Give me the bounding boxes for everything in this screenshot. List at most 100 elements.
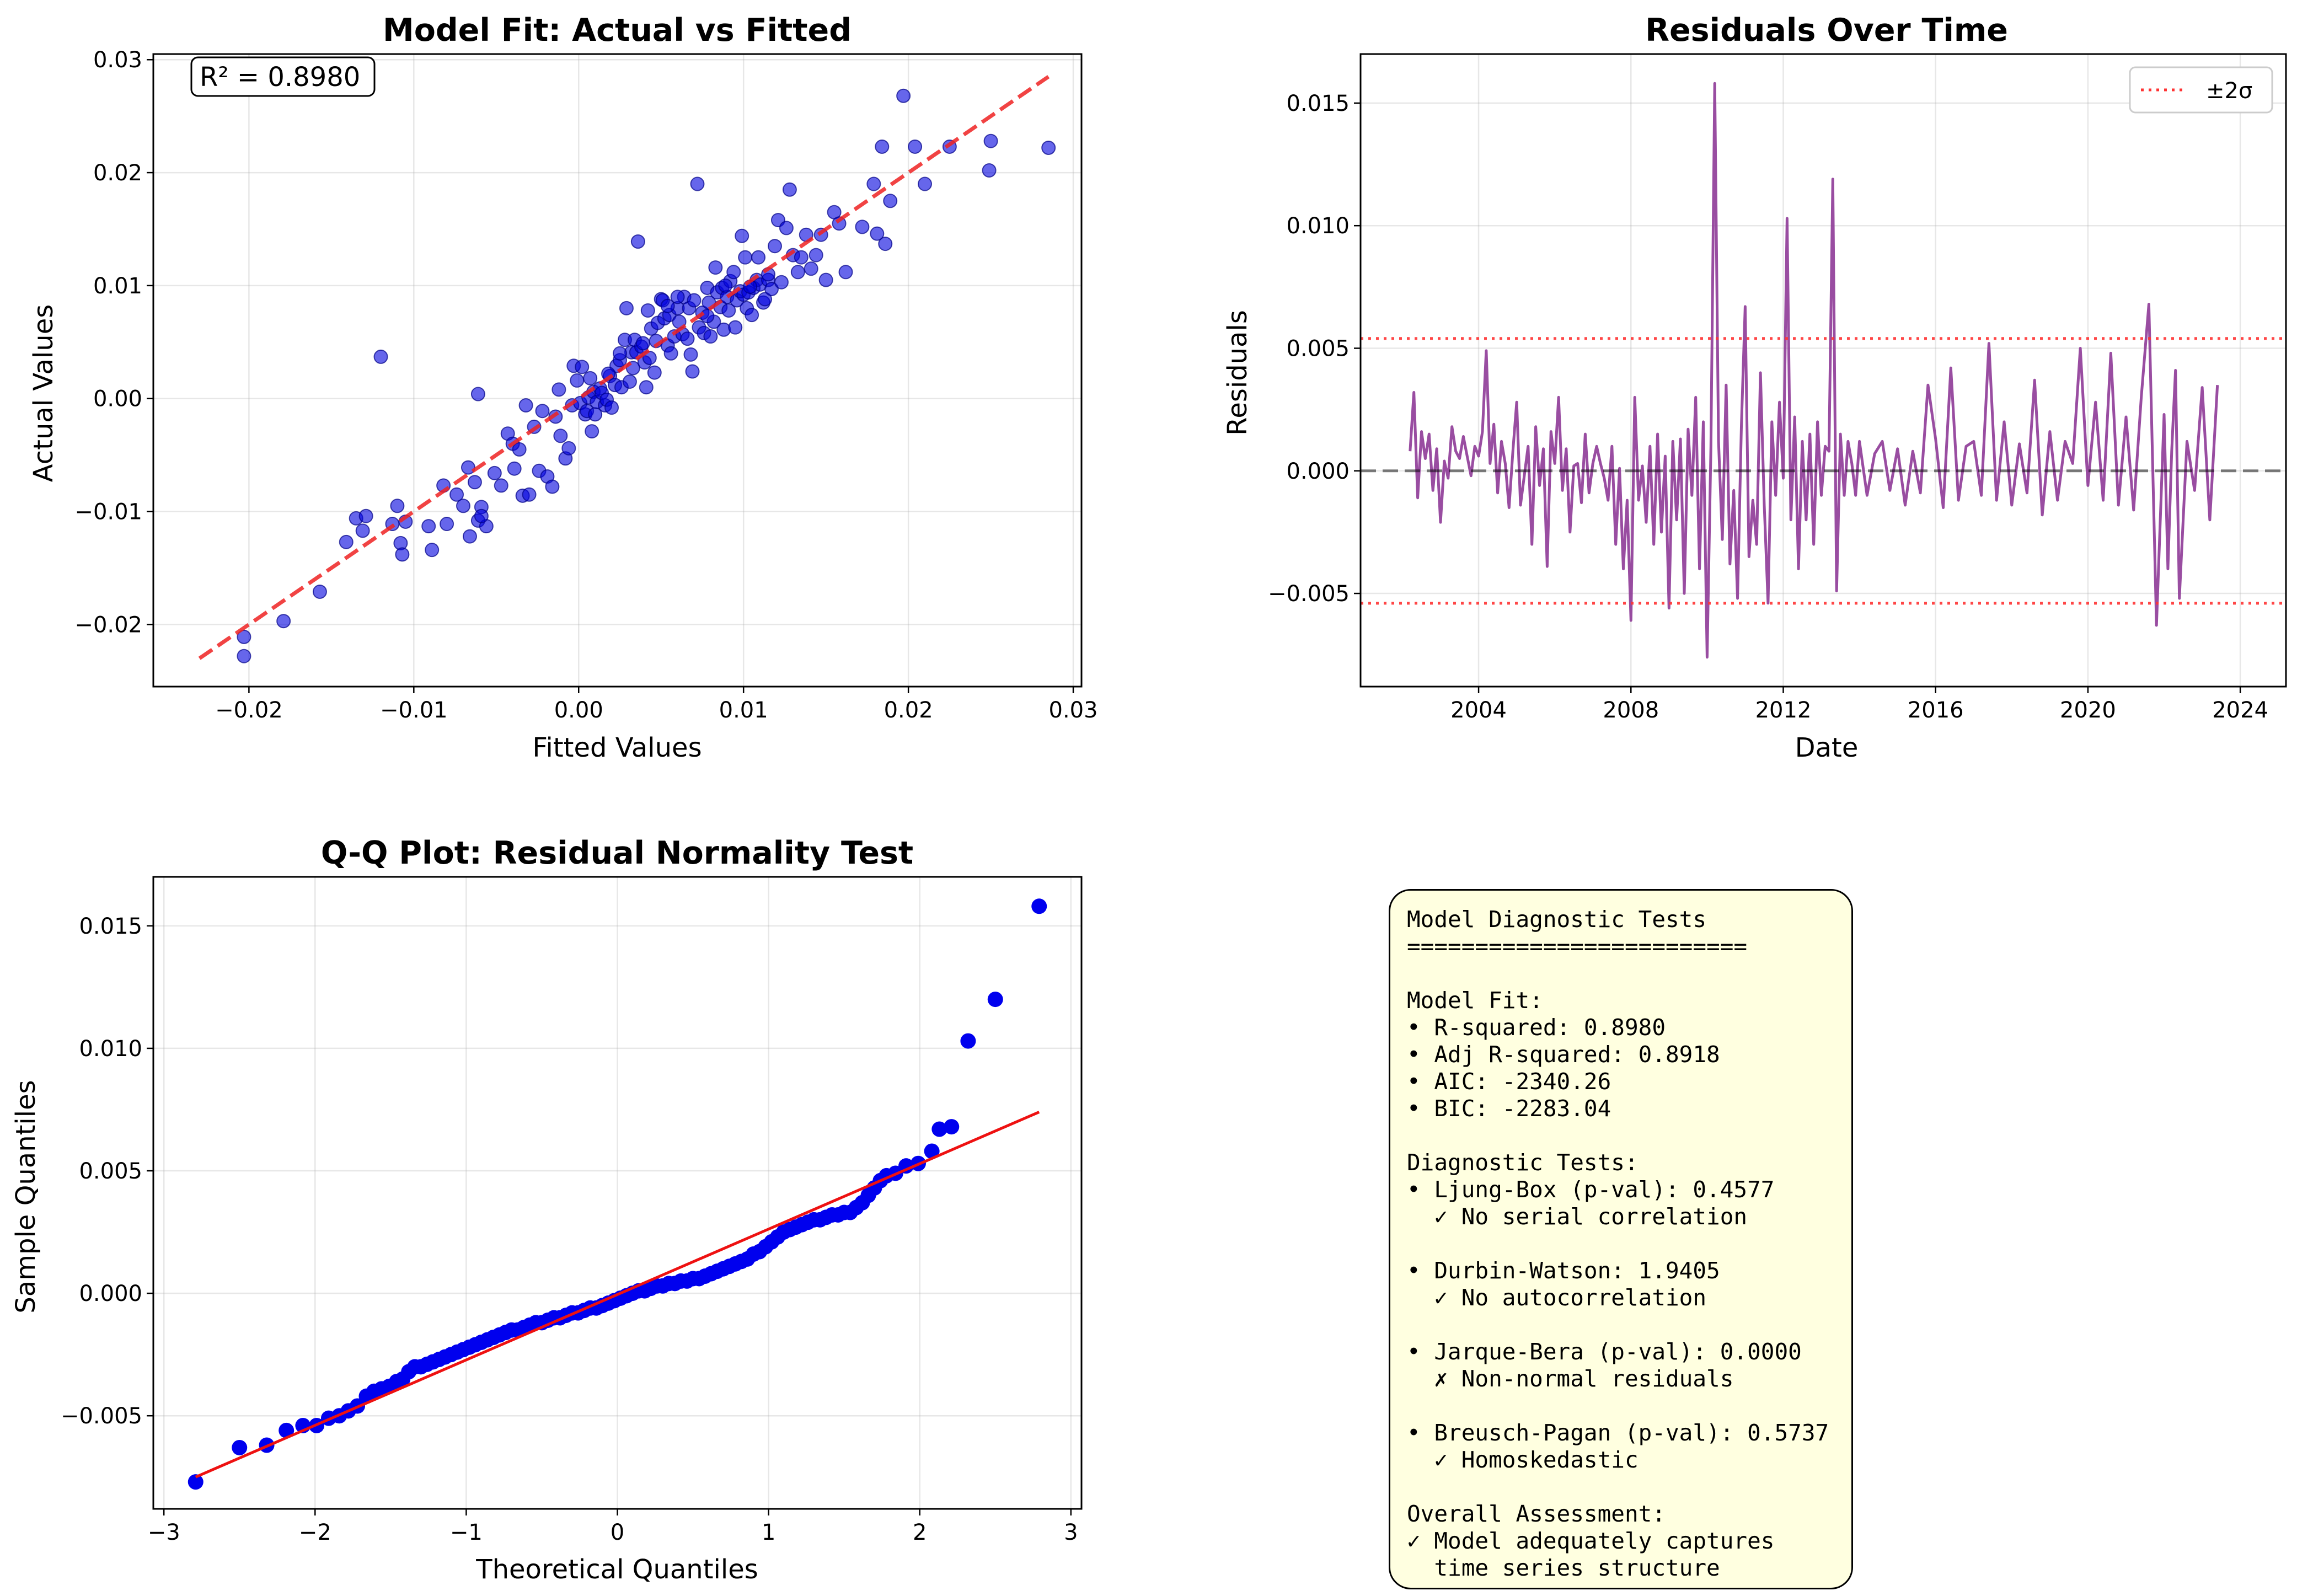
fit-y-tick-label: 0.02 (93, 160, 142, 186)
fit-point (728, 320, 743, 335)
residuals-x-tick-label: 2024 (2212, 698, 2268, 723)
fit-y-tick-label: 0.00 (93, 387, 142, 412)
diagnostics-line: Model Diagnostic Tests (1407, 906, 1707, 933)
qq-x-tick-label: 3 (1064, 1520, 1078, 1545)
fit-point (774, 275, 789, 290)
fit-point (808, 248, 823, 263)
fit-point (718, 278, 733, 293)
qq-xlabel: Theoretical Quantiles (475, 1554, 758, 1585)
qq-panel: Q-Q Plot: Residual Normality Test Theore… (10, 835, 1083, 1585)
qq-point (279, 1422, 295, 1438)
fit-point (721, 303, 736, 318)
fit-point (838, 265, 853, 280)
fit-point (635, 336, 650, 351)
fit-point (237, 649, 251, 663)
residuals-title: Residuals Over Time (1645, 12, 2008, 49)
fit-point (647, 365, 662, 380)
residuals-x-tick-label: 2020 (2060, 698, 2116, 723)
fit-point (467, 475, 482, 490)
diagnostics-line: Diagnostic Tests: (1407, 1149, 1639, 1176)
fit-point (522, 487, 537, 502)
diagnostics-line (1407, 1393, 1835, 1420)
qq-reference-line (195, 1111, 1040, 1479)
qq-point (924, 1143, 940, 1159)
residuals-x-tick-label: 2012 (1755, 698, 1812, 723)
fit-point (764, 282, 779, 297)
fit-point (875, 139, 890, 154)
fit-y-tick-label: 0.03 (93, 47, 142, 73)
fit-point (583, 371, 598, 385)
fit-point (716, 322, 731, 337)
residuals-xlabel: Date (1795, 732, 1859, 763)
diagnostics-panel: Model Diagnostic Tests =================… (1389, 889, 1853, 1589)
fit-point (745, 308, 759, 323)
fit-point (708, 260, 723, 275)
diagnostics-line: • BIC: -2283.04 (1407, 1095, 1611, 1122)
fit-point (474, 508, 489, 523)
fit-point (735, 228, 749, 243)
fit-point (639, 380, 654, 395)
diagnostics-line: ✓ Homoskedastic (1407, 1447, 1639, 1473)
fit-point (461, 460, 475, 475)
residuals-legend (2129, 66, 2273, 114)
qq-y-tick-label: −0.005 (61, 1404, 142, 1429)
qq-y-tick-label: 0.000 (79, 1281, 142, 1306)
diagnostics-line: • R-squared: 0.8980 (1407, 1014, 1666, 1041)
fit-y-tick-label: −0.02 (74, 612, 142, 638)
diagnostics-line: time series structure (1407, 1555, 1720, 1581)
qq-y-tick-label: 0.015 (79, 914, 142, 939)
diagnostics-line: Overall Assessment: (1407, 1501, 1666, 1527)
residuals-x-tick-label: 2004 (1450, 698, 1507, 723)
fit-point (1041, 141, 1056, 156)
fit-point (390, 499, 405, 513)
qq-ylabel: Sample Quantiles (10, 1080, 41, 1313)
fit-reference-line (198, 75, 1050, 660)
fit-point (462, 529, 477, 544)
fit-point (575, 360, 590, 374)
fit-point (794, 250, 808, 265)
diagnostics-line (1407, 1230, 1835, 1257)
fit-panel: Model Fit: Actual vs Fitted Fitted Value… (28, 12, 1098, 763)
fit-point (790, 265, 805, 280)
residuals-y-tick-label: 0.010 (1286, 213, 1350, 239)
qq-x-tick-label: −2 (299, 1520, 331, 1545)
fit-point (685, 364, 700, 379)
fit-x-tick-label: 0.00 (554, 698, 603, 723)
fit-point (630, 234, 645, 249)
fit-point (561, 441, 576, 456)
residuals-y-tick-label: 0.005 (1286, 336, 1350, 361)
fit-point (818, 272, 833, 287)
residuals-panel: Residuals Over Time Date Residuals 2004 2… (1222, 12, 2287, 763)
diagnostics-line: • Adj R-squared: 0.8918 (1407, 1041, 1720, 1068)
qq-point (188, 1474, 204, 1490)
fit-x-tick-label: 0.03 (1049, 698, 1098, 723)
qq-plot-frame (152, 876, 1083, 1510)
diagnostics-line (1407, 1311, 1835, 1338)
diagnostics-line: ✓ No autocorrelation (1407, 1284, 1707, 1311)
fit-point (470, 387, 485, 401)
fit-point (237, 629, 251, 644)
fit-point (312, 584, 327, 599)
diagnostics-line: ✓ Model adequately captures (1407, 1528, 1775, 1554)
fit-point (908, 139, 923, 154)
fit-point (456, 499, 470, 513)
fit-point (663, 346, 678, 361)
residuals-ylabel: Residuals (1222, 310, 1253, 436)
fit-point (552, 382, 566, 397)
residuals-y-tick-label: 0.000 (1286, 459, 1350, 484)
residuals-y-tick-label: 0.015 (1286, 91, 1350, 116)
diagnostics-line: • AIC: -2340.26 (1407, 1068, 1611, 1095)
diagnostics-line: Model Fit: (1407, 987, 1543, 1014)
fit-point (738, 250, 753, 265)
fit-point (670, 290, 685, 304)
diagnostics-line: ✗ Non-normal residuals (1407, 1365, 1734, 1392)
fit-point (918, 176, 933, 191)
fit-point (507, 461, 522, 476)
diagnostics-line (1407, 1122, 1835, 1149)
fit-ylabel: Actual Values (28, 304, 59, 482)
fit-point (779, 221, 794, 235)
fit-point (622, 374, 637, 389)
fit-x-tick-label: −0.02 (215, 698, 283, 723)
fit-point (604, 400, 619, 415)
fit-point (449, 487, 464, 502)
